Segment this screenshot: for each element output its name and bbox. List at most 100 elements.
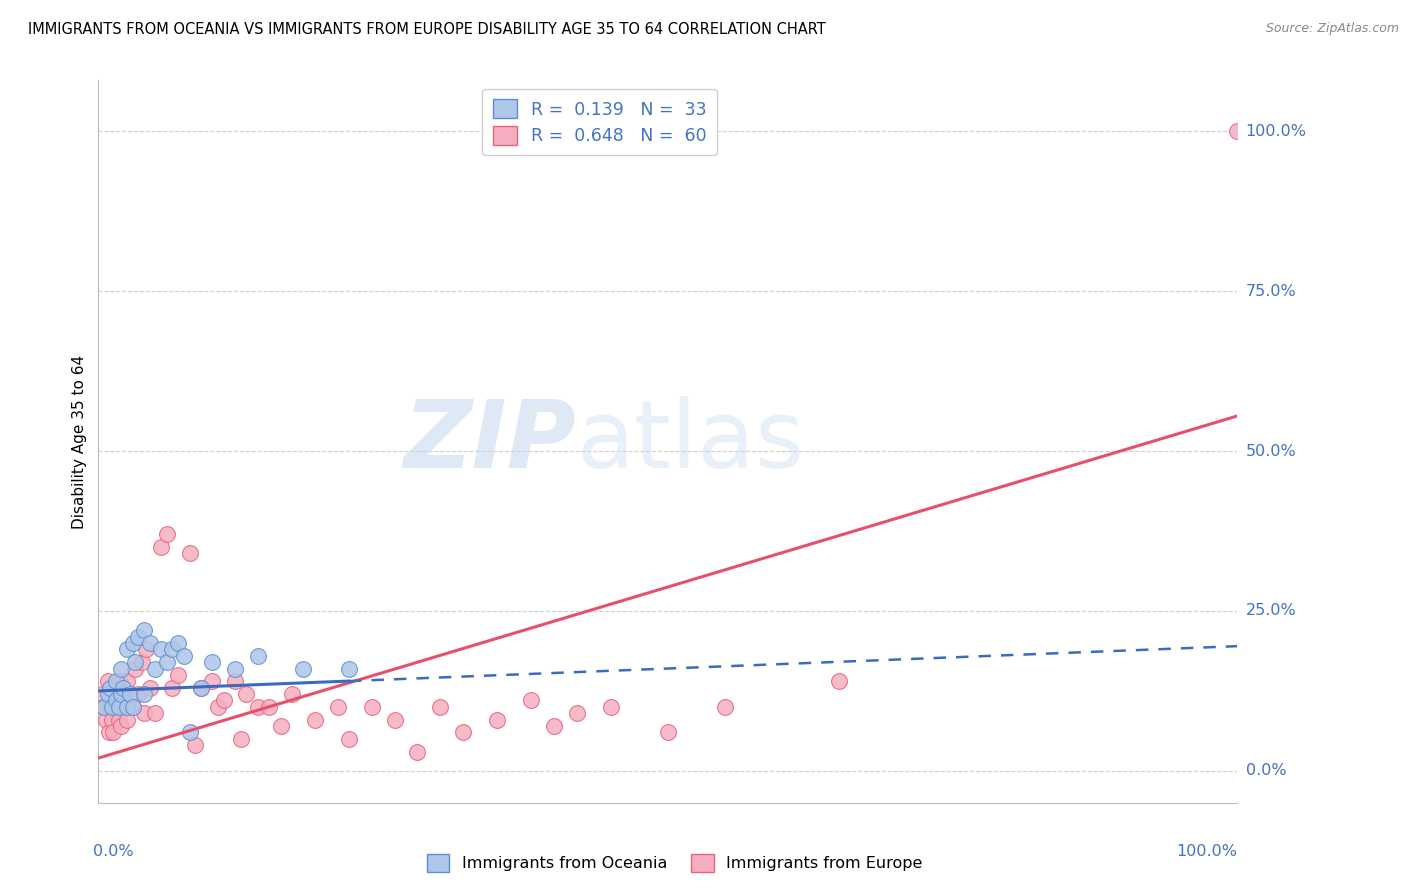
Point [162,681,184,695]
Point [108,674,131,689]
Point [127,630,149,644]
Point [127,687,149,701]
Point [101,699,124,714]
Point [281,687,304,701]
Point [156,655,179,669]
Point [96,674,118,689]
Point [173,648,195,663]
Point [112,681,135,695]
Point [207,699,229,714]
Text: 0.0%: 0.0% [1246,764,1286,779]
Point [167,668,190,682]
Point [104,687,127,701]
Point [112,699,135,714]
Text: 25.0%: 25.0% [1246,604,1296,618]
Point [714,699,737,714]
Point [115,642,138,657]
Point [657,725,679,739]
Text: 100.0%: 100.0% [1177,845,1237,859]
Text: Source: ZipAtlas.com: Source: ZipAtlas.com [1265,22,1399,36]
Point [384,713,406,727]
Point [101,713,124,727]
Point [190,681,212,695]
Point [110,719,132,733]
Point [104,674,127,689]
Point [90,687,112,701]
Point [486,713,509,727]
Point [110,687,132,701]
Point [103,725,125,739]
Point [600,699,623,714]
Point [201,674,224,689]
Point [292,661,315,675]
Point [124,655,146,669]
Point [124,661,146,675]
Point [135,642,157,657]
Point [110,687,132,701]
Text: IMMIGRANTS FROM OCEANIA VS IMMIGRANTS FROM EUROPE DISABILITY AGE 35 TO 64 CORREL: IMMIGRANTS FROM OCEANIA VS IMMIGRANTS FR… [28,22,825,37]
Point [110,661,132,675]
Text: atlas: atlas [576,395,806,488]
Point [1226,124,1249,138]
Point [131,655,153,669]
Point [270,719,292,733]
Point [246,699,269,714]
Legend: R =  0.139   N =  33, R =  0.648   N =  60: R = 0.139 N = 33, R = 0.648 N = 60 [482,89,717,155]
Point [115,674,138,689]
Point [565,706,588,721]
Point [429,699,451,714]
Point [98,681,121,695]
Legend: Immigrants from Oceania, Immigrants from Europe: Immigrants from Oceania, Immigrants from… [419,847,931,880]
Point [224,661,246,675]
Point [150,540,173,554]
Point [212,693,235,707]
Point [150,642,173,657]
Point [138,681,160,695]
Point [162,642,184,657]
Point [259,699,281,714]
Point [145,706,167,721]
Point [96,687,118,701]
Point [132,706,155,721]
Point [246,648,269,663]
Point [108,713,131,727]
Point [97,725,120,739]
Point [104,693,127,707]
Point [406,745,429,759]
Point [145,661,167,675]
Point [98,699,121,714]
Point [337,661,360,675]
Point [179,546,201,560]
Point [93,699,115,714]
Point [156,527,179,541]
Point [337,731,360,746]
Text: 0.0%: 0.0% [93,845,134,859]
Point [235,687,257,701]
Point [96,713,118,727]
Point [121,699,143,714]
Text: 100.0%: 100.0% [1246,124,1306,139]
Point [120,687,142,701]
Point [326,699,349,714]
Point [229,731,252,746]
Text: ZIP: ZIP [404,395,576,488]
Text: 75.0%: 75.0% [1246,284,1296,299]
Point [93,699,115,714]
Point [108,699,131,714]
Point [190,681,212,695]
Point [543,719,565,733]
Point [120,687,142,701]
Point [132,623,155,637]
Point [451,725,474,739]
Point [520,693,543,707]
Y-axis label: Disability Age 35 to 64: Disability Age 35 to 64 [72,354,87,529]
Point [828,674,851,689]
Point [104,699,127,714]
Text: 50.0%: 50.0% [1246,443,1296,458]
Point [138,636,160,650]
Point [121,636,143,650]
Point [184,738,207,752]
Point [132,687,155,701]
Point [167,636,190,650]
Point [115,713,138,727]
